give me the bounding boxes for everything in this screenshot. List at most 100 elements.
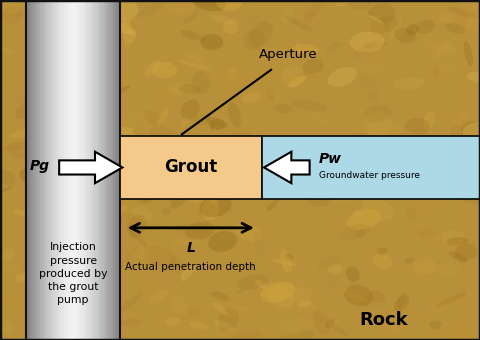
Ellipse shape	[123, 30, 136, 43]
Ellipse shape	[335, 0, 350, 6]
Ellipse shape	[117, 205, 128, 213]
Ellipse shape	[279, 318, 312, 334]
Ellipse shape	[328, 265, 343, 275]
Bar	[108, 0, 111, 340]
Ellipse shape	[267, 167, 274, 176]
Bar	[43, 0, 46, 340]
Ellipse shape	[209, 14, 236, 25]
Ellipse shape	[266, 199, 278, 211]
Ellipse shape	[69, 106, 88, 119]
Ellipse shape	[27, 42, 48, 60]
Ellipse shape	[406, 207, 416, 220]
Ellipse shape	[348, 0, 371, 10]
Ellipse shape	[448, 7, 479, 18]
Ellipse shape	[277, 329, 312, 340]
Ellipse shape	[430, 320, 441, 329]
Ellipse shape	[7, 261, 31, 277]
Ellipse shape	[368, 3, 396, 23]
Ellipse shape	[0, 249, 14, 262]
Ellipse shape	[451, 125, 464, 140]
Ellipse shape	[119, 24, 136, 35]
Ellipse shape	[120, 18, 132, 25]
Bar	[36, 0, 38, 340]
Bar	[85, 0, 88, 340]
Ellipse shape	[96, 252, 103, 256]
Ellipse shape	[216, 0, 242, 11]
Ellipse shape	[300, 72, 317, 79]
Ellipse shape	[145, 115, 168, 129]
Ellipse shape	[96, 30, 109, 38]
Ellipse shape	[46, 105, 64, 120]
Ellipse shape	[121, 106, 148, 125]
Text: L: L	[186, 241, 195, 255]
Ellipse shape	[159, 148, 173, 169]
Ellipse shape	[450, 110, 465, 127]
Ellipse shape	[441, 44, 458, 55]
Ellipse shape	[328, 67, 357, 87]
Ellipse shape	[354, 208, 387, 215]
Ellipse shape	[119, 319, 144, 327]
Ellipse shape	[325, 319, 335, 329]
Ellipse shape	[359, 74, 375, 88]
Ellipse shape	[54, 219, 87, 232]
Ellipse shape	[3, 297, 27, 308]
Bar	[66, 0, 69, 340]
Bar	[48, 0, 50, 340]
Ellipse shape	[357, 181, 386, 201]
Ellipse shape	[443, 325, 471, 340]
Ellipse shape	[191, 180, 206, 194]
Ellipse shape	[167, 82, 185, 96]
Ellipse shape	[216, 71, 247, 86]
Ellipse shape	[99, 83, 108, 90]
Ellipse shape	[349, 41, 377, 61]
Ellipse shape	[228, 102, 241, 128]
Ellipse shape	[46, 45, 62, 49]
Ellipse shape	[350, 171, 361, 190]
Ellipse shape	[182, 13, 199, 24]
Ellipse shape	[64, 316, 81, 332]
Ellipse shape	[180, 100, 200, 120]
Ellipse shape	[325, 42, 341, 52]
Ellipse shape	[437, 292, 467, 306]
Ellipse shape	[79, 146, 99, 152]
Ellipse shape	[251, 132, 258, 144]
Ellipse shape	[435, 263, 460, 279]
Ellipse shape	[195, 210, 213, 218]
Ellipse shape	[249, 22, 273, 47]
Bar	[104, 0, 107, 340]
Ellipse shape	[446, 237, 468, 245]
Ellipse shape	[464, 178, 480, 192]
Ellipse shape	[180, 118, 189, 127]
Ellipse shape	[3, 141, 28, 151]
Ellipse shape	[9, 130, 40, 138]
Ellipse shape	[166, 317, 180, 326]
Ellipse shape	[70, 21, 94, 30]
Ellipse shape	[414, 258, 437, 275]
Ellipse shape	[183, 184, 210, 203]
Ellipse shape	[31, 14, 50, 30]
Ellipse shape	[338, 224, 371, 240]
Ellipse shape	[389, 16, 402, 35]
Ellipse shape	[295, 192, 314, 196]
Ellipse shape	[62, 86, 85, 91]
Ellipse shape	[151, 271, 178, 289]
Ellipse shape	[468, 72, 480, 83]
Ellipse shape	[34, 90, 52, 99]
Ellipse shape	[356, 228, 365, 238]
Ellipse shape	[372, 253, 392, 269]
Ellipse shape	[398, 169, 406, 175]
Ellipse shape	[144, 246, 176, 268]
Ellipse shape	[302, 59, 324, 74]
Ellipse shape	[346, 267, 360, 282]
Ellipse shape	[125, 30, 135, 49]
Ellipse shape	[108, 75, 120, 97]
Ellipse shape	[127, 246, 150, 258]
Ellipse shape	[358, 314, 375, 326]
Ellipse shape	[142, 134, 153, 139]
Ellipse shape	[52, 50, 75, 67]
Bar	[101, 0, 104, 340]
Ellipse shape	[347, 209, 381, 230]
Ellipse shape	[361, 199, 395, 221]
Ellipse shape	[48, 252, 65, 267]
Ellipse shape	[368, 147, 388, 160]
